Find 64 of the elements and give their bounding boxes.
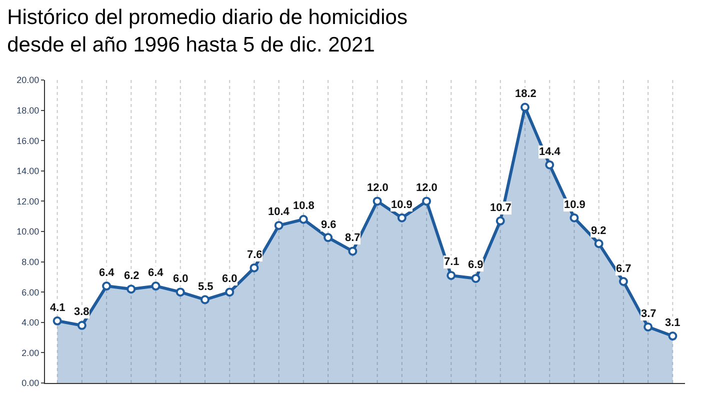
point — [102, 282, 112, 291]
text: 9.2 — [591, 225, 606, 237]
text: 18.2 — [515, 88, 536, 100]
y-tick-label: 20.00 — [16, 75, 40, 86]
text: 9.6 — [321, 219, 336, 231]
point — [324, 233, 333, 242]
text: 5.5 — [198, 281, 214, 293]
y-tick-label: 10.00 — [16, 226, 40, 237]
text: 6.0 — [173, 273, 188, 285]
point — [644, 322, 653, 332]
y-tick-label: 14.00 — [16, 166, 40, 176]
point — [298, 214, 308, 224]
text: 7.6 — [247, 249, 262, 261]
point — [200, 295, 210, 304]
text: 3.8 — [74, 306, 90, 318]
y-tick-label: 18.00 — [16, 105, 40, 116]
point — [496, 216, 505, 226]
text: 7.1 — [444, 256, 460, 268]
point — [176, 288, 185, 297]
point — [422, 196, 432, 206]
y-tick-label: 8.00 — [22, 256, 40, 267]
point — [250, 263, 259, 272]
text: 10.7 — [490, 202, 512, 214]
point — [618, 277, 628, 286]
y-tick-label: 2.00 — [22, 348, 40, 358]
point — [397, 213, 406, 222]
y-tick-label: 16.00 — [16, 136, 40, 146]
point — [274, 220, 284, 230]
chart-title: Histórico del promedio diario de homicidios desde el año 1996 hasta 5 de dic. 2021 — [7, 6, 408, 56]
y-tick-label: 6.00 — [22, 287, 40, 298]
text: 6.7 — [616, 263, 632, 275]
point — [372, 196, 382, 206]
y-tick-label: 4.00 — [22, 318, 40, 328]
point — [668, 332, 678, 341]
y-tick-label: 12.00 — [16, 196, 40, 206]
text: 10.4 — [268, 206, 290, 218]
point — [520, 102, 530, 112]
point — [545, 160, 554, 170]
point — [77, 320, 86, 330]
text: 10.9 — [391, 199, 412, 211]
text: 6.2 — [124, 270, 140, 282]
point — [225, 288, 234, 297]
point — [446, 270, 456, 280]
text: 8.7 — [345, 232, 360, 244]
text: 10.8 — [293, 200, 314, 212]
point — [570, 213, 579, 222]
text: 12.0 — [367, 182, 388, 194]
point — [52, 316, 62, 326]
text: 6.0 — [222, 273, 238, 285]
text: 3.7 — [641, 308, 656, 320]
y-tick-label: 0.00 — [22, 378, 40, 388]
text: 6.4 — [148, 267, 164, 279]
text: 3.1 — [665, 317, 680, 329]
point — [126, 284, 136, 294]
point — [471, 274, 480, 283]
text: 4.1 — [50, 302, 66, 314]
text: 14.4 — [539, 146, 560, 158]
point — [594, 239, 604, 248]
text: 10.9 — [564, 199, 586, 211]
point — [348, 246, 358, 256]
text: 6.4 — [99, 267, 114, 279]
text: 12.0 — [416, 182, 438, 194]
text: 6.9 — [468, 259, 484, 271]
point — [151, 282, 160, 291]
